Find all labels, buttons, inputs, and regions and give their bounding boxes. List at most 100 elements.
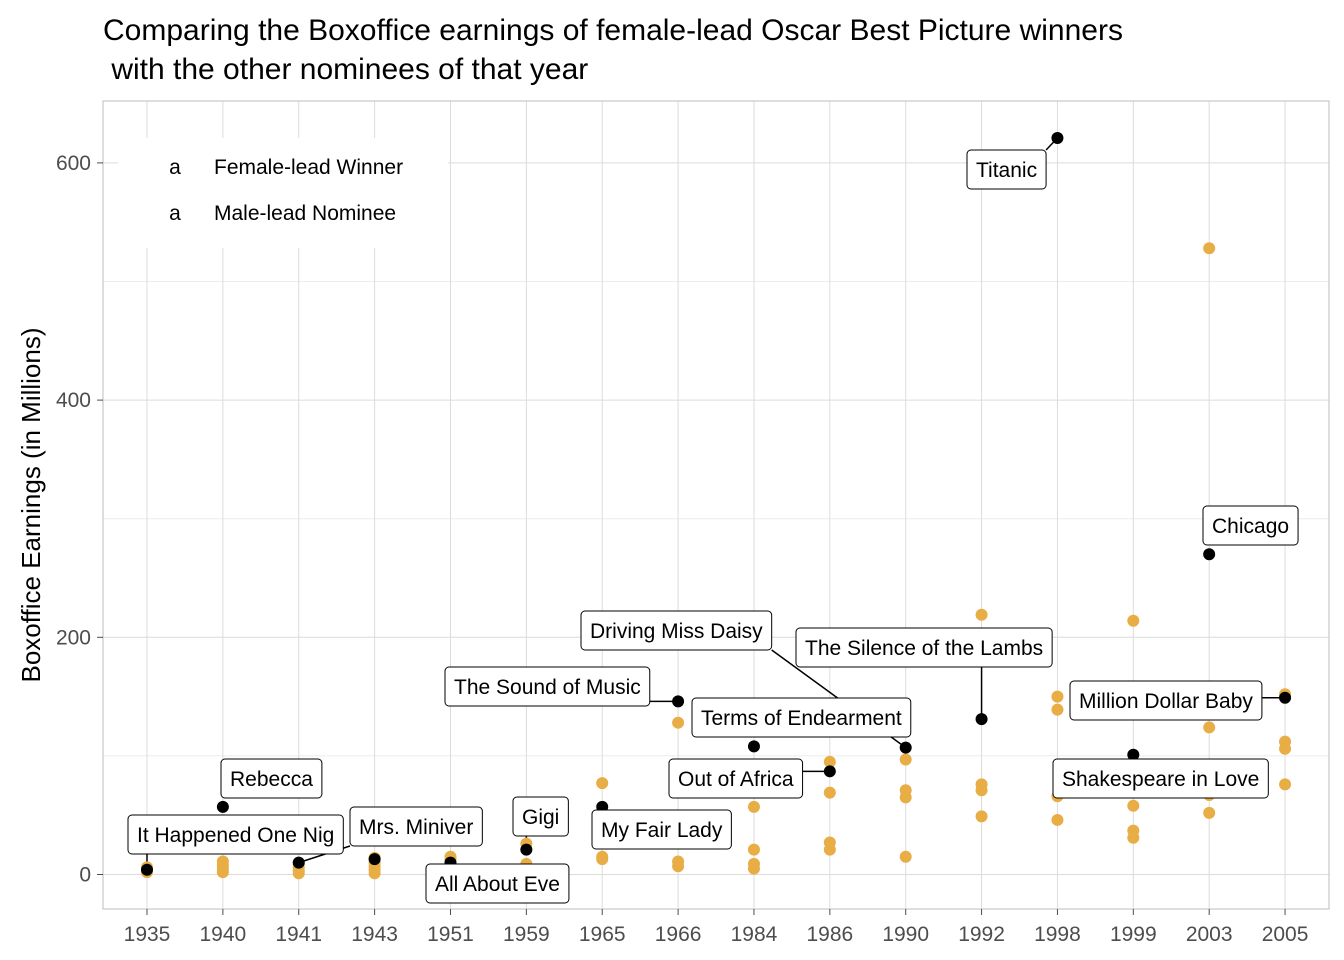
male-lead-nominee-point xyxy=(1203,806,1216,819)
female-lead-winner-point xyxy=(141,863,153,876)
film-label: Titanic xyxy=(966,149,1047,190)
y-axis: 0 200 400 600 xyxy=(56,152,103,887)
legend-key-male-lead-nominee: a xyxy=(169,202,181,225)
x-tick-label: 1990 xyxy=(882,923,929,946)
male-lead-nominee-point xyxy=(596,850,609,863)
female-lead-winner-point xyxy=(747,740,760,753)
x-tick-label: 1951 xyxy=(427,923,474,946)
female-lead-winner-point xyxy=(672,695,685,708)
y-axis-title: Boxoffice Earnings (in Millions) xyxy=(16,328,46,683)
film-label-text: Million Dollar Baby xyxy=(1079,690,1253,713)
male-lead-nominee-point xyxy=(1051,690,1064,703)
x-tick-label: 1940 xyxy=(200,923,247,946)
chart-title: Comparing the Boxoffice earnings of fema… xyxy=(103,14,1123,86)
female-lead-winner-point xyxy=(1203,548,1216,561)
x-tick-label: 1943 xyxy=(351,923,398,946)
chart-title-line-1: Comparing the Boxoffice earnings of fema… xyxy=(103,14,1123,47)
x-tick-label: 1984 xyxy=(731,923,778,946)
female-lead-winner-point xyxy=(1127,748,1140,761)
male-lead-nominee-point xyxy=(975,608,988,621)
x-tick-label: 1992 xyxy=(958,923,1005,946)
x-tick-label: 1965 xyxy=(579,923,626,946)
film-label-text: Mrs. Miniver xyxy=(359,816,473,839)
film-label: Driving Miss Daisy xyxy=(580,610,773,651)
film-label-text: The Sound of Music xyxy=(454,676,641,699)
film-label-box xyxy=(668,758,804,799)
film-label-box xyxy=(591,809,732,850)
legend-label-female-lead-winner: Female-lead Winner xyxy=(214,156,403,179)
y-tick-label: 400 xyxy=(56,389,91,412)
film-label-text: Titanic xyxy=(976,159,1037,182)
female-lead-winner-point xyxy=(520,843,533,856)
film-label: My Fair Lady xyxy=(591,809,732,850)
film-label-text: Shakespeare in Love xyxy=(1062,768,1259,791)
male-lead-nominee-point xyxy=(1051,813,1064,826)
film-label: The Silence of the Lambs xyxy=(795,627,1053,668)
male-lead-nominee-point xyxy=(1051,703,1064,716)
film-label-text: Gigi xyxy=(522,806,559,829)
male-lead-nominee-point xyxy=(975,778,988,791)
film-label: Rebecca xyxy=(220,758,323,799)
film-label: Out of Africa xyxy=(668,758,804,799)
female-lead-winner-point xyxy=(1051,131,1064,144)
chart-title-line-2: with the other nominees of that year xyxy=(103,53,588,86)
male-lead-nominee-point xyxy=(1127,824,1140,837)
film-label-text: Terms of Endearment xyxy=(701,707,902,730)
male-lead-nominee-point xyxy=(975,810,988,823)
female-lead-winner-point xyxy=(292,856,305,869)
male-lead-nominee-point xyxy=(823,836,836,849)
y-tick-label: 0 xyxy=(79,864,91,887)
film-label-text: Driving Miss Daisy xyxy=(590,620,763,643)
film-label-box xyxy=(127,814,344,855)
film-label: Million Dollar Baby xyxy=(1069,680,1263,721)
male-lead-nominee-point xyxy=(747,857,760,870)
film-label-text: Chicago xyxy=(1212,515,1289,538)
film-label-box xyxy=(349,806,483,847)
film-label-box xyxy=(220,758,323,799)
film-label-text: Out of Africa xyxy=(678,768,794,791)
male-lead-nominee-point xyxy=(823,755,836,768)
male-lead-nominee-point xyxy=(1203,242,1216,255)
film-label-box xyxy=(444,666,651,707)
film-label-box xyxy=(966,149,1047,190)
film-label-text: All About Eve xyxy=(435,873,560,896)
x-tick-label: 2003 xyxy=(1186,923,1233,946)
legend-label-male-lead-nominee: Male-lead Nominee xyxy=(214,202,396,225)
film-label-text: The Silence of the Lambs xyxy=(805,637,1043,660)
film-label-box xyxy=(691,697,912,738)
film-label: All About Eve xyxy=(425,863,570,904)
legend-key-female-lead-winner: a xyxy=(169,156,181,179)
film-label-box xyxy=(1052,758,1269,799)
male-lead-nominee-point xyxy=(672,855,685,868)
legend-background xyxy=(118,138,448,248)
y-tick-label: 600 xyxy=(56,152,91,175)
male-lead-nominee-point xyxy=(672,716,685,729)
female-lead-winner-point xyxy=(1279,691,1292,704)
film-label-text: Rebecca xyxy=(230,768,313,791)
x-axis: 1935 1940 1941 1943 1951 1959 1965 1966 1984 1986… xyxy=(124,909,1308,946)
plot-border xyxy=(102,100,1330,910)
male-lead-nominee-point xyxy=(899,753,912,766)
film-label: Terms of Endearment xyxy=(691,697,912,738)
male-lead-nominee-point xyxy=(1127,614,1140,627)
film-label: Chicago xyxy=(1202,505,1299,546)
x-tick-label: 1941 xyxy=(275,923,322,946)
film-label: The Sound of Music xyxy=(444,666,651,707)
film-label-box xyxy=(795,627,1053,668)
x-tick-label: 1986 xyxy=(806,923,853,946)
film-label: Mrs. Miniver xyxy=(349,806,483,847)
x-tick-label: 1966 xyxy=(655,923,702,946)
female-lead-winner-point xyxy=(368,853,381,866)
film-label: Gigi xyxy=(512,796,569,837)
male-lead-nominee-point xyxy=(216,855,229,868)
film-labels: It Happened One Nig Rebecca Mrs. Miniver Al… xyxy=(127,149,1299,904)
female-lead-winner-point xyxy=(975,713,988,726)
film-label-box xyxy=(580,610,773,651)
grid-minor xyxy=(103,281,1329,757)
male-lead-nominee-point xyxy=(899,784,912,797)
film-label-box xyxy=(425,863,570,904)
film-label-box xyxy=(1202,505,1299,546)
male-lead-nominee-point xyxy=(1127,799,1140,812)
x-tick-label: 1998 xyxy=(1034,923,1081,946)
film-label-box xyxy=(512,796,569,837)
